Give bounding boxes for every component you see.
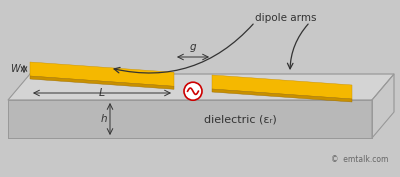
- Text: g: g: [190, 42, 196, 52]
- Text: L: L: [99, 88, 105, 98]
- Text: dipole arms: dipole arms: [255, 13, 316, 23]
- Text: h: h: [100, 114, 107, 124]
- Polygon shape: [212, 89, 352, 102]
- Polygon shape: [372, 74, 394, 138]
- Polygon shape: [8, 100, 372, 138]
- Polygon shape: [212, 75, 352, 99]
- Polygon shape: [30, 76, 174, 89]
- Text: ©  emtalk.com: © emtalk.com: [331, 156, 388, 164]
- Circle shape: [184, 82, 202, 100]
- Polygon shape: [8, 74, 394, 100]
- Text: dielectric (εᵣ): dielectric (εᵣ): [204, 114, 276, 124]
- Text: W: W: [10, 64, 20, 74]
- Polygon shape: [30, 62, 174, 86]
